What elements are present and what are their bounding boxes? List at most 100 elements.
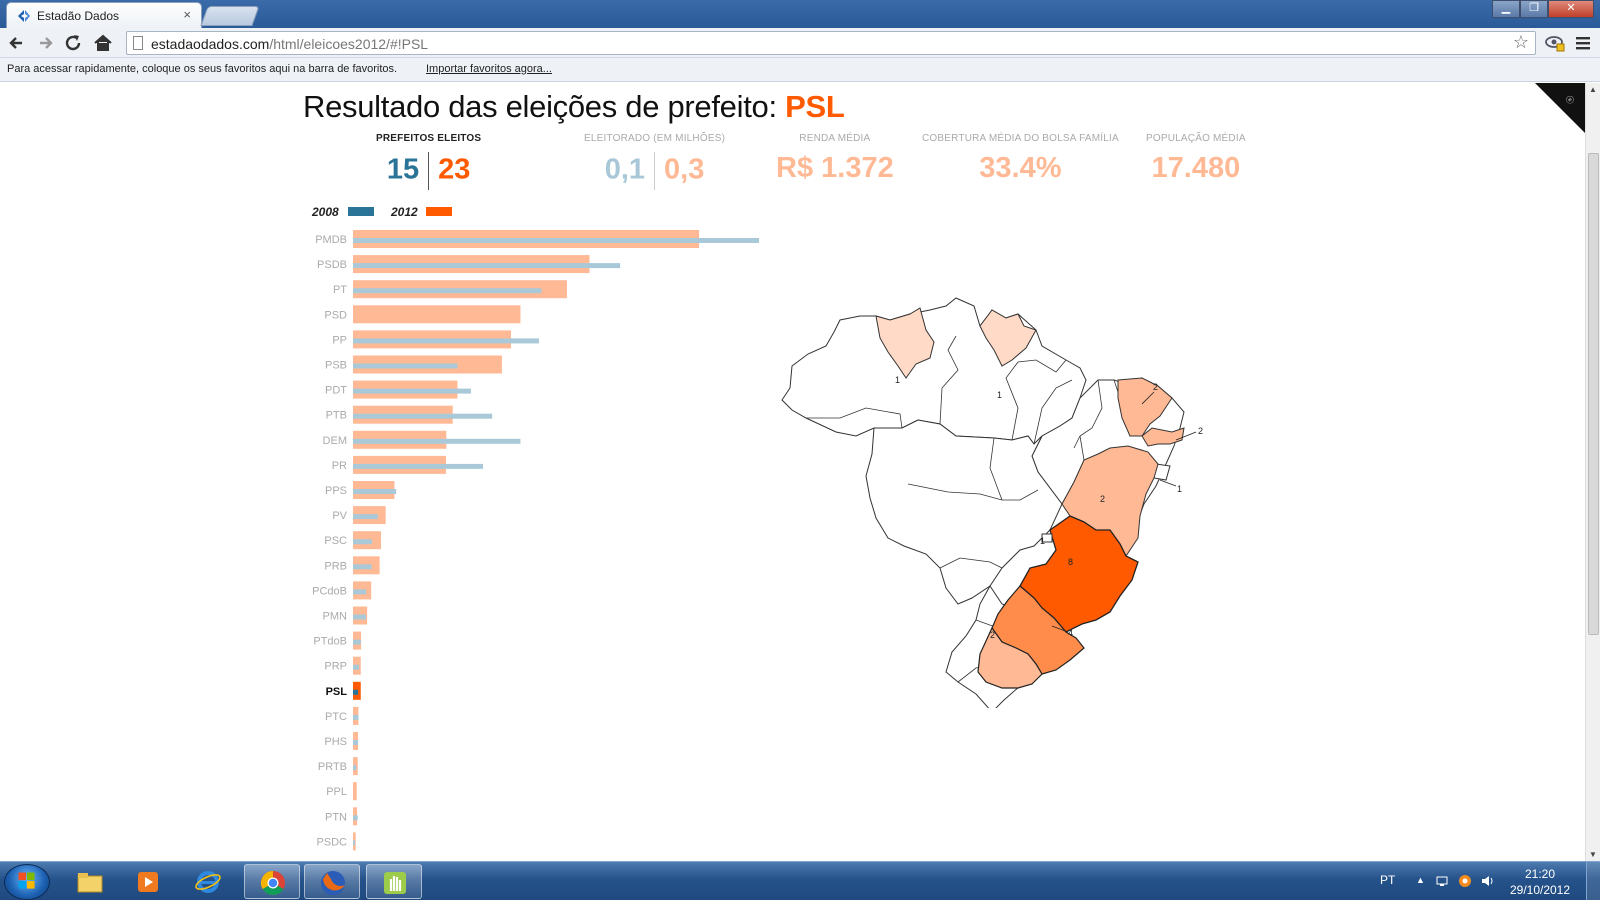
bar-2008-prb[interactable]	[353, 564, 372, 570]
maximize-button[interactable]: ❐	[1520, 0, 1548, 18]
bar-label-psl[interactable]: PSL	[326, 686, 348, 698]
bar-2008-pcdob[interactable]	[353, 589, 367, 595]
bar-label-psdb[interactable]: PSDB	[317, 259, 347, 271]
map-state-amapa[interactable]	[979, 309, 1037, 367]
bar-2008-psdc[interactable]	[353, 840, 356, 846]
scroll-down-icon[interactable]: ▼	[1589, 850, 1597, 859]
media-player-icon	[138, 872, 158, 892]
bar-2008-pmdb[interactable]	[353, 238, 759, 243]
map-label-mg: 8	[1068, 557, 1073, 567]
address-bar[interactable]: estadaodados.com/html/eleicoes2012/#!PSL…	[126, 31, 1536, 55]
map-state-ceara[interactable]	[1117, 377, 1173, 437]
page-scrollbar[interactable]: ▲ ▼	[1585, 83, 1600, 861]
bar-2008-ptb[interactable]	[353, 413, 493, 419]
bar-2008-pt[interactable]	[353, 288, 542, 294]
bar-label-prb[interactable]: PRB	[324, 560, 347, 572]
bar-label-pdt[interactable]: PDT	[325, 385, 347, 397]
map-state-sao-paulo[interactable]	[991, 585, 1085, 675]
map-north-region[interactable]	[781, 297, 1087, 445]
import-bookmarks-link[interactable]: Importar favoritos agora...	[426, 63, 552, 75]
scrollbar-thumb[interactable]	[1588, 153, 1599, 635]
bar-2008-pr[interactable]	[353, 463, 484, 469]
bar-2008-psdb[interactable]	[353, 263, 621, 269]
bar-2008-pv[interactable]	[353, 514, 378, 520]
bar-label-psd[interactable]: PSD	[324, 309, 347, 321]
taskbar-explorer[interactable]	[62, 864, 118, 899]
bar-label-pt[interactable]: PT	[333, 284, 347, 296]
taskbar-firefox[interactable]	[304, 864, 360, 899]
bar-label-pp[interactable]: PP	[332, 334, 347, 346]
tab-close-icon[interactable]: ×	[183, 7, 191, 22]
bar-label-ptc[interactable]: PTC	[325, 711, 347, 723]
home-icon[interactable]	[92, 32, 114, 54]
taskbar-chrome[interactable]	[244, 864, 300, 899]
browser-tab[interactable]: Estadão Dados ×	[6, 2, 202, 28]
bar-label-ptdob[interactable]: PTdoB	[313, 636, 347, 648]
map-state-goias[interactable]	[1041, 533, 1053, 543]
forward-icon[interactable]	[34, 32, 56, 54]
bar-2008-psb[interactable]	[353, 363, 458, 369]
browser-titlebar: Estadão Dados × ▁ ❐ ✕	[0, 0, 1600, 28]
bar-label-psc[interactable]: PSC	[324, 535, 347, 547]
bar-2008-dem[interactable]	[353, 438, 521, 444]
bar-2008-prp[interactable]	[353, 664, 360, 670]
scroll-up-icon[interactable]: ▲	[1589, 85, 1597, 94]
network-icon[interactable]	[1436, 874, 1450, 888]
bar-2008-ptc[interactable]	[353, 714, 359, 720]
bar-label-psb[interactable]: PSB	[325, 360, 347, 372]
close-window-button[interactable]: ✕	[1548, 0, 1594, 18]
bar-label-dem[interactable]: DEM	[323, 435, 347, 447]
bar-2008-ptdob[interactable]	[353, 639, 361, 645]
party-bar-chart: PMDB PSDB PT PSD PP PSB PDT PTB DEM PR PPS PV PSC PRB…	[312, 230, 759, 851]
bar-label-pmdb[interactable]: PMDB	[315, 234, 347, 246]
bar-label-pcdob[interactable]: PCdoB	[312, 585, 347, 597]
bookmark-star-icon[interactable]: ☆	[1512, 32, 1529, 52]
corner-ribbon[interactable]: ⓔ	[1525, 83, 1585, 143]
stat-populacao-media: POPULAÇÃO MÉDIA 17.480	[1146, 133, 1246, 184]
bar-2008-prtb[interactable]	[353, 765, 357, 771]
bar-2008-pps[interactable]	[353, 489, 397, 494]
bar-2008-pp[interactable]	[353, 338, 539, 344]
start-button[interactable]	[4, 864, 50, 900]
bar-2012-psd[interactable]	[353, 305, 521, 324]
avast-icon[interactable]	[1458, 874, 1472, 888]
taskbar-app[interactable]	[366, 864, 422, 899]
map-state-roraima[interactable]	[875, 307, 935, 379]
bar-label-pmn[interactable]: PMN	[323, 611, 348, 623]
bar-2008-pmn[interactable]	[353, 614, 367, 620]
bar-2008-ptn[interactable]	[353, 815, 358, 821]
taskbar-media-player[interactable]	[120, 864, 176, 899]
back-icon[interactable]	[6, 32, 28, 54]
show-desktop-button[interactable]	[1586, 862, 1600, 900]
language-indicator[interactable]: PT	[1380, 873, 1396, 887]
bar-label-pps[interactable]: PPS	[325, 485, 347, 497]
bar-label-ptb[interactable]: PTB	[326, 410, 347, 422]
bar-2008-pdt[interactable]	[353, 388, 471, 394]
map-state-paraiba[interactable]	[1141, 427, 1185, 447]
tray-expand-icon[interactable]: ▲	[1416, 875, 1425, 885]
bar-label-pr[interactable]: PR	[332, 460, 347, 472]
volume-icon[interactable]	[1480, 874, 1494, 888]
minimize-button[interactable]: ▁	[1492, 0, 1520, 18]
bar-label-ppl[interactable]: PPL	[326, 786, 347, 798]
map-state-parana[interactable]	[977, 626, 1043, 689]
reload-icon[interactable]	[62, 32, 84, 54]
bar-label-ptn[interactable]: PTN	[325, 811, 347, 823]
bar-2012-ppl[interactable]	[353, 782, 357, 801]
extension-icon[interactable]	[1544, 32, 1566, 54]
new-tab-button[interactable]	[200, 6, 260, 26]
map-state-minas-gerais[interactable]	[1019, 515, 1139, 633]
bar-label-pv[interactable]: PV	[332, 510, 347, 522]
bar-2008-psc[interactable]	[353, 539, 372, 545]
legend-2008-swatch	[348, 207, 374, 216]
taskbar-internet-explorer[interactable]	[180, 864, 236, 899]
bar-2008-psl[interactable]	[353, 689, 359, 695]
bar-label-phs[interactable]: PHS	[324, 736, 347, 748]
bar-label-prtb[interactable]: PRTB	[318, 761, 347, 773]
bar-label-prp[interactable]: PRP	[324, 661, 347, 673]
menu-icon[interactable]	[1572, 32, 1594, 54]
bar-2008-phs[interactable]	[353, 740, 359, 745]
bar-label-psdc[interactable]: PSDC	[316, 836, 347, 848]
brazil-map: 1 1 2 2 1 2 8 1 4 2	[781, 297, 1203, 708]
clock[interactable]: 21:20 29/10/2012	[1500, 866, 1580, 898]
